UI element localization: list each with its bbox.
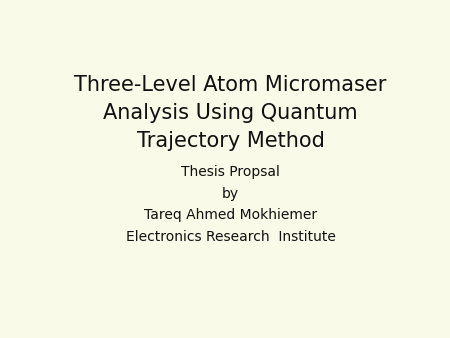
Text: Three-Level Atom Micromaser
Analysis Using Quantum
Trajectory Method: Three-Level Atom Micromaser Analysis Usi… xyxy=(74,75,387,151)
Text: Thesis Propsal
by
Tareq Ahmed Mokhiemer
Electronics Research  Institute: Thesis Propsal by Tareq Ahmed Mokhiemer … xyxy=(126,165,336,244)
